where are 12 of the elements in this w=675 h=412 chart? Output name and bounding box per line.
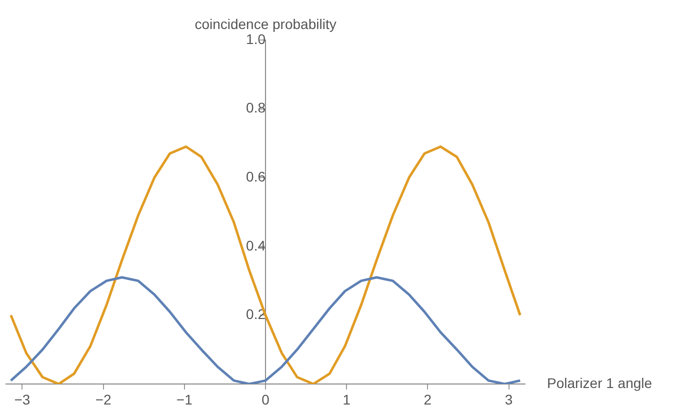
x-tick-label: 3 xyxy=(504,391,513,408)
x-tick-label: −1 xyxy=(176,391,193,408)
x-tick-label: −2 xyxy=(95,391,112,408)
x-tick-label: −3 xyxy=(14,391,30,408)
y-tick-label: 1.0 xyxy=(246,30,266,47)
x-tick-label: 0 xyxy=(262,391,270,408)
x-tick-label: 2 xyxy=(424,391,432,408)
y-axis-title: coincidence probability xyxy=(194,16,336,32)
y-tick-label: 0.6 xyxy=(246,168,266,184)
x-axis-title: Polarizer 1 angle xyxy=(547,374,652,391)
y-tick-label: 0.8 xyxy=(246,100,266,116)
x-tick-label: 1 xyxy=(342,391,351,408)
